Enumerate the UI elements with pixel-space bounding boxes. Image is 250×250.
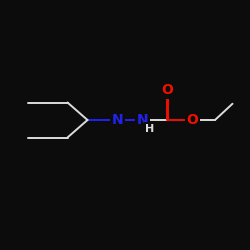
- Text: O: O: [162, 83, 173, 97]
- Text: H: H: [146, 124, 154, 134]
- Text: N: N: [112, 113, 123, 127]
- Text: O: O: [186, 113, 198, 127]
- Text: N: N: [137, 113, 148, 127]
